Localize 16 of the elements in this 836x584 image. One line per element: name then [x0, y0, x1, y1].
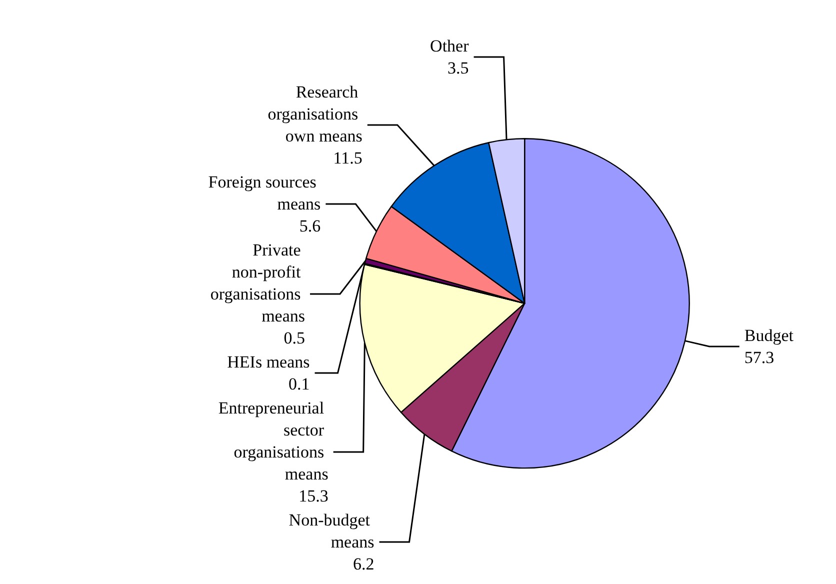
slice-label: Entrepreneurial sector organisations means — [218, 398, 328, 484]
data-label: 5.6 — [299, 216, 321, 236]
slice-label: Other — [430, 36, 470, 56]
slice-label: Non-budget means — [288, 510, 374, 552]
data-label: 0.5 — [284, 328, 306, 348]
slice-label: HEIs means — [227, 352, 310, 372]
data-label: 0.1 — [288, 374, 310, 394]
slice-label: Research organisations own means — [268, 82, 362, 146]
slice-label: Private non-profit organisations means — [210, 240, 306, 326]
data-label: 3.5 — [448, 58, 469, 78]
slice-label: Budget — [744, 326, 794, 345]
data-label: 6.2 — [353, 554, 374, 574]
data-label: 57.3 — [744, 348, 774, 367]
data-label: 11.5 — [333, 148, 362, 168]
data-label: 15.3 — [298, 486, 328, 506]
slice-label: Foreign sources means — [208, 172, 321, 214]
